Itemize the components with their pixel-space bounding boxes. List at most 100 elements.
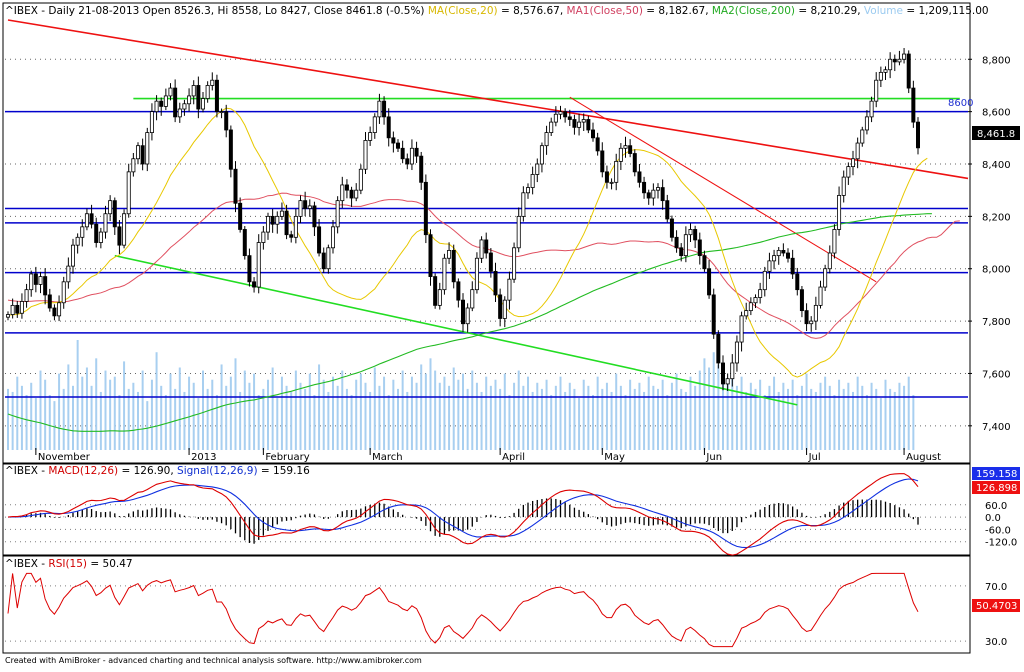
candle-body [772,255,777,262]
candle-body [530,174,535,188]
macd-tag-red [972,481,1020,494]
volume-bar [229,376,232,450]
candle-body [312,205,317,228]
volume-bar [629,379,632,450]
volume-bar [610,391,613,450]
volume-bar [847,382,850,450]
volume-bar [253,373,256,450]
candle-body [284,210,289,236]
volume-bar [522,385,525,450]
rsi-tag [972,599,1020,612]
candle-body [799,289,804,312]
volume-bar [517,370,520,450]
volume-bar [327,391,330,450]
volume-bar [150,379,153,450]
volume-bar [550,395,553,450]
volume-bar [875,388,878,450]
volume-bar [345,388,348,450]
candle-body [748,302,753,312]
candle-body [279,210,284,217]
price-tick-label: 8,000 [982,265,1011,276]
candle-body [711,294,716,335]
candle-body [24,289,29,302]
candle-body [205,85,210,99]
volume-bar [271,367,274,450]
candle-body [512,247,517,280]
volume-bar [814,391,817,450]
volume-bar [192,382,195,450]
volume-bar [424,373,427,450]
ma20-line [7,107,928,378]
volume-bar [322,379,325,450]
x-tick-label: November [38,452,91,463]
candle-body [897,58,902,63]
volume-bar [341,370,344,450]
candle-body [289,234,294,238]
candle-body [265,215,270,233]
candle-body [795,273,800,291]
candle-body [804,310,809,325]
volume-bar [178,367,181,450]
volume-bar [206,388,209,450]
price-tick-label: 8,600 [982,108,1011,119]
volume-bar [861,385,864,450]
volume-bar [647,376,650,450]
candle-body [210,79,215,86]
volume-bar [717,364,720,450]
candle-body [702,255,707,270]
candle-body [71,244,76,267]
volume-bar [146,401,149,450]
last-close-tag [972,126,1020,140]
volume-bar [680,388,683,450]
volume-bar [434,370,437,450]
candle-body [298,200,303,217]
candle-body [535,163,540,175]
candle-body [117,226,122,246]
volume-bar [907,376,910,450]
candle-body [409,147,414,165]
volume-bar [387,395,390,450]
macd-signal-line [7,478,919,549]
volume-bar [643,391,646,450]
candle-body [168,87,173,97]
candle-body [303,200,308,209]
candle-body [15,304,20,314]
candle-body [256,242,261,288]
candle-body [428,234,433,277]
price-tick-label: 8,200 [982,212,1011,223]
candle-body [395,142,400,149]
candle-body [38,276,43,285]
candle-body [688,229,693,236]
candle-body [855,142,860,160]
candle-body [252,281,257,288]
rsi-header: ^IBEX - RSI(15) = 50.47 [5,558,133,570]
price-tick-label: 8,800 [982,55,1011,66]
volume-bar [471,370,474,450]
candle-body [493,270,498,296]
candle-body [549,121,554,133]
volume-bar [800,385,803,450]
candle-body [326,247,331,270]
volume-bar [540,388,543,450]
candle-body [790,257,795,275]
volume-bar [578,398,581,450]
volume-bar [494,379,497,450]
volume-bar [383,376,386,450]
candle-body [270,215,275,225]
volume-bar [85,367,88,450]
volume-bar [675,373,678,450]
candle-body [553,113,558,123]
green-trendline [114,254,798,406]
volume-bar [661,379,664,450]
candle-body [479,239,484,259]
volume-bar [763,395,766,450]
volume-bar [243,370,246,450]
macd-tick-label: -120.0 [985,538,1017,549]
volume-bar [605,382,608,450]
volume-bar [62,388,65,450]
rsi-tick-label: 70.0 [985,582,1007,593]
red-trendline-2 [569,96,877,283]
candle-body [744,310,749,317]
candle-body [892,58,897,63]
volume-bar [708,367,711,450]
